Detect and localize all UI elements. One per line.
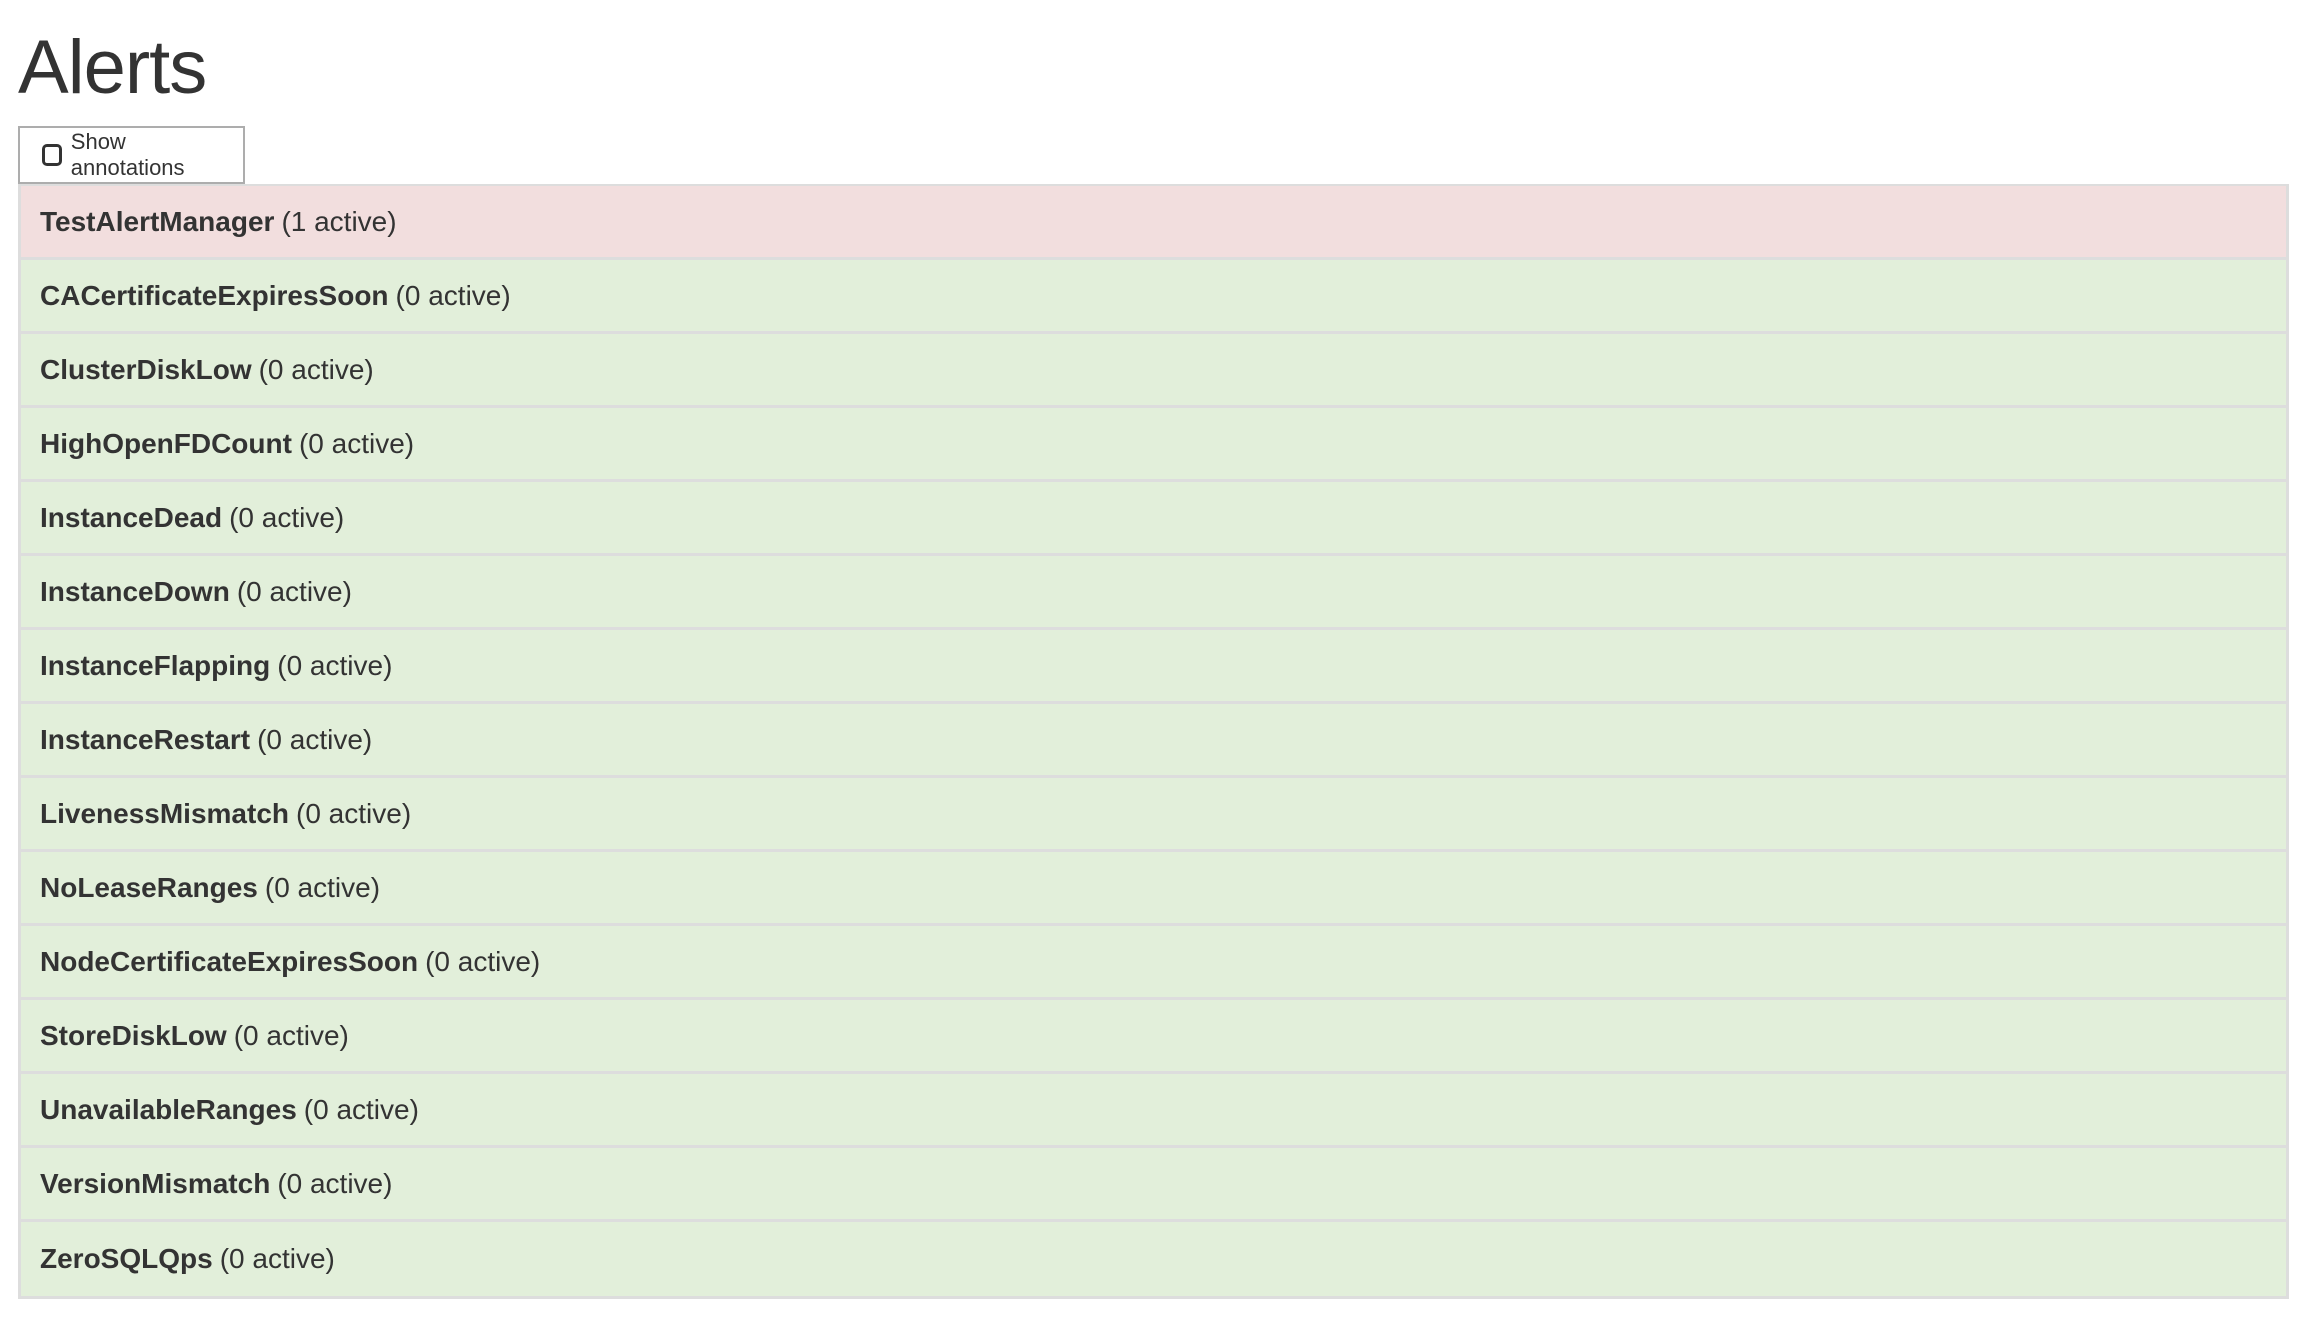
- alert-row[interactable]: TestAlertManager (1 active): [21, 186, 2286, 260]
- checkbox-icon[interactable]: [42, 144, 62, 166]
- alert-list: TestAlertManager (1 active) CACertificateE…: [18, 184, 2289, 1299]
- alert-name: LivenessMismatch: [40, 797, 289, 829]
- alert-active-count: (0 active): [264, 871, 381, 903]
- alert-active-count: (0 active): [395, 279, 511, 311]
- alert-row[interactable]: LivenessMismatch (0 active): [21, 778, 2286, 852]
- show-annotations-button[interactable]: Show annotations: [18, 126, 245, 184]
- alert-row[interactable]: InstanceFlapping (0 active): [21, 630, 2286, 704]
- alert-active-count: (0 active): [233, 1019, 349, 1051]
- alert-name: CACertificateExpiresSoon: [40, 279, 389, 311]
- alert-row[interactable]: HighOpenFDCount (0 active): [21, 408, 2286, 482]
- alert-name: InstanceFlapping: [40, 649, 271, 681]
- alert-name: StoreDiskLow: [40, 1019, 227, 1051]
- alert-row[interactable]: CACertificateExpiresSoon (0 active): [21, 260, 2286, 334]
- alert-name: VersionMismatch: [40, 1167, 271, 1199]
- alert-active-count: (0 active): [277, 1167, 393, 1199]
- alert-row[interactable]: StoreDiskLow (0 active): [21, 1000, 2286, 1074]
- alert-active-count: (0 active): [257, 723, 373, 755]
- alert-active-count: (0 active): [229, 501, 345, 533]
- alert-active-count: (1 active): [281, 205, 397, 237]
- page-title: Alerts: [18, 25, 207, 110]
- alert-active-count: (0 active): [236, 575, 352, 607]
- alert-row[interactable]: ClusterDiskLow (0 active): [21, 334, 2286, 408]
- alert-name: InstanceDown: [40, 575, 230, 607]
- alert-active-count: (0 active): [277, 649, 393, 681]
- alert-active-count: (0 active): [425, 945, 541, 977]
- alert-row[interactable]: UnavailableRanges (0 active): [21, 1074, 2286, 1148]
- alert-name: TestAlertManager: [40, 205, 275, 237]
- alert-row[interactable]: NoLeaseRanges (0 active): [21, 852, 2286, 926]
- alert-active-count: (0 active): [219, 1243, 335, 1274]
- alert-row[interactable]: VersionMismatch (0 active): [21, 1148, 2286, 1222]
- alert-name: InstanceDead: [40, 501, 223, 533]
- alert-row[interactable]: InstanceDead (0 active): [21, 482, 2286, 556]
- alert-row[interactable]: InstanceDown (0 active): [21, 556, 2286, 630]
- alert-name: UnavailableRanges: [40, 1093, 297, 1125]
- alert-row[interactable]: InstanceRestart (0 active): [21, 704, 2286, 778]
- alert-row[interactable]: ZeroSQLQps (0 active): [21, 1222, 2286, 1296]
- alert-name: NoLeaseRanges: [40, 871, 258, 903]
- alert-active-count: (0 active): [303, 1093, 419, 1125]
- alert-name: HighOpenFDCount: [40, 427, 292, 459]
- alert-active-count: (0 active): [298, 427, 415, 459]
- alert-name: ZeroSQLQps: [40, 1243, 213, 1274]
- alert-active-count: (0 active): [296, 797, 412, 829]
- alert-row[interactable]: NodeCertificateExpiresSoon (0 active): [21, 926, 2286, 1000]
- alert-active-count: (0 active): [258, 353, 374, 385]
- alert-name: InstanceRestart: [40, 723, 251, 755]
- alert-name: ClusterDiskLow: [40, 353, 252, 385]
- alert-name: NodeCertificateExpiresSoon: [40, 945, 419, 977]
- show-annotations-label: Show annotations: [70, 129, 185, 180]
